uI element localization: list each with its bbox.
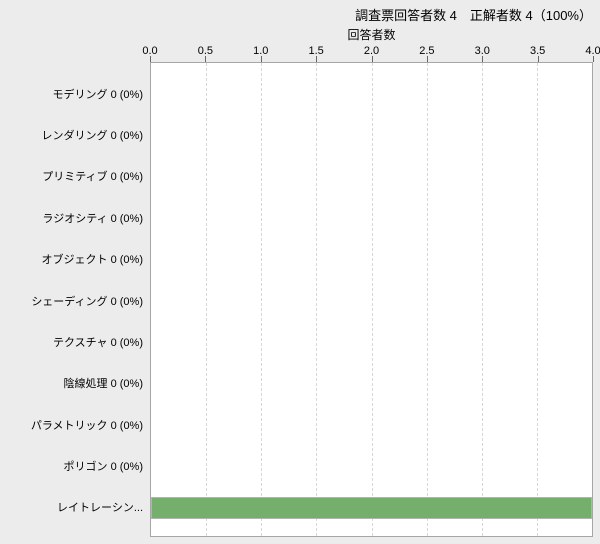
- x-tick-mark: [371, 56, 373, 62]
- x-tick-label: 0.0: [142, 45, 158, 57]
- category-label: 陰線処理 0 (0%): [63, 378, 143, 391]
- x-tick-mark: [316, 56, 318, 62]
- x-tick-label: 3.0: [474, 45, 490, 57]
- gridline: [536, 63, 538, 536]
- gridline: [481, 63, 483, 536]
- category-label: レイトレーシン...: [57, 502, 143, 515]
- x-tick-label: 2.0: [363, 45, 380, 57]
- x-tick-mark: [593, 56, 594, 62]
- x-tick-mark: [205, 56, 207, 62]
- bar: [151, 497, 592, 520]
- gridline: [261, 63, 263, 536]
- category-label: テクスチャ 0 (0%): [52, 336, 143, 349]
- x-tick-label: 0.5: [197, 45, 214, 57]
- category-label: シェーディング 0 (0%): [31, 295, 143, 308]
- x-tick-mark: [150, 56, 151, 62]
- y-axis-labels: モデリング 0 (0%) レンダリング 0 (0%) プリミティブ 0 (0%) ラジ…: [0, 62, 143, 537]
- category-label: ポリゴン 0 (0%): [63, 460, 143, 473]
- gridline: [206, 63, 208, 536]
- category-label: ラジオシティ 0 (0%): [42, 212, 143, 225]
- chart-header-title: 調査票回答者数 4 正解者数 4（100%）: [355, 8, 592, 23]
- x-axis-title: 回答者数: [347, 28, 396, 42]
- x-tick-mark: [482, 56, 484, 62]
- category-label: オブジェクト 0 (0%): [41, 254, 143, 267]
- x-tick-label: 1.5: [308, 45, 324, 57]
- gridline: [316, 63, 318, 536]
- x-tick-label: 1.0: [253, 45, 269, 57]
- category-label: モデリング 0 (0%): [52, 88, 143, 101]
- gridline: [371, 63, 373, 536]
- x-tick-mark: [426, 56, 428, 62]
- category-label: プリミティブ 0 (0%): [42, 171, 143, 184]
- x-tick-label: 3.5: [529, 45, 546, 57]
- x-tick-mark: [537, 56, 539, 62]
- gridline: [426, 63, 428, 536]
- category-label: レンダリング 0 (0%): [41, 130, 143, 143]
- category-label: パラメトリック 0 (0%): [30, 419, 143, 432]
- x-tick-label: 2.5: [419, 45, 435, 57]
- x-tick-label: 4.0: [585, 45, 600, 57]
- x-tick-mark: [260, 56, 262, 62]
- plot-area: [150, 62, 593, 537]
